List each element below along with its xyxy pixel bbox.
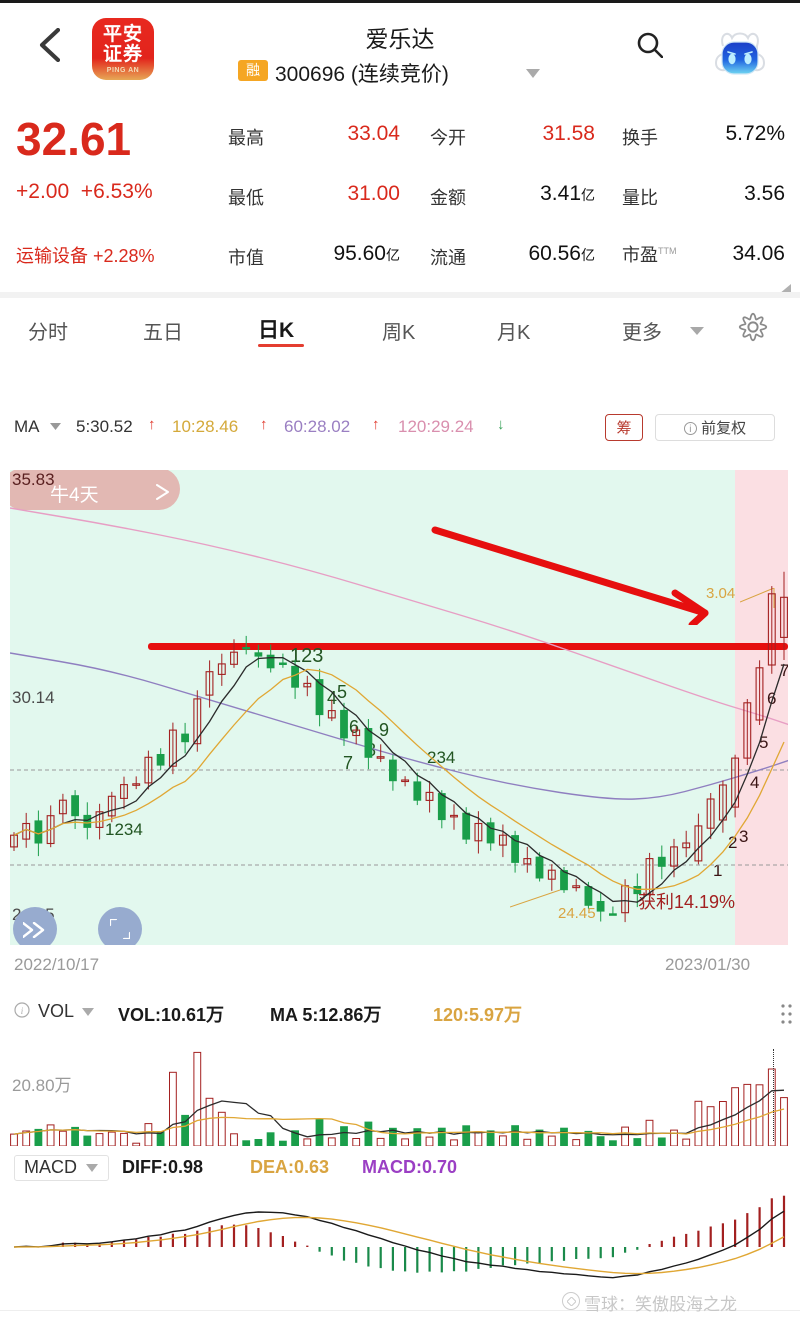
svg-text:i: i bbox=[21, 1006, 24, 1016]
